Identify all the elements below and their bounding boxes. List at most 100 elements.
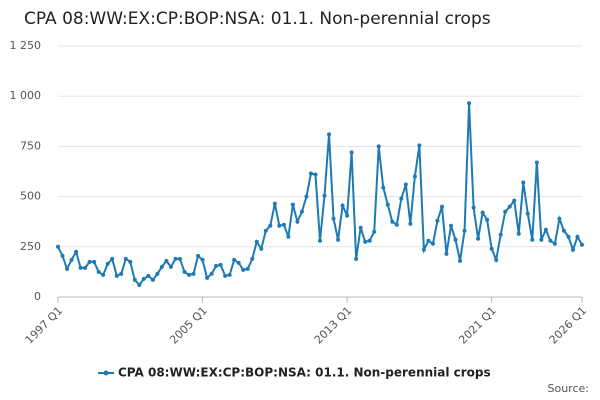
x-tick-label: 1997 Q1 <box>23 304 66 347</box>
point <box>435 218 440 223</box>
point <box>467 101 472 106</box>
chart-title: CPA 08:WW:EX:CP:BOP:NSA: 01.1. Non-peren… <box>24 9 491 29</box>
point <box>308 171 313 176</box>
point <box>164 258 169 263</box>
point <box>304 194 309 199</box>
point <box>552 241 557 246</box>
point <box>241 267 246 272</box>
y-tick-label: 1 000 <box>10 89 42 102</box>
point <box>570 247 575 252</box>
series-line <box>57 103 583 287</box>
point <box>345 213 350 218</box>
point <box>403 182 408 187</box>
y-tick-label: 750 <box>20 139 41 152</box>
point <box>381 185 386 190</box>
y-tick-label: 0 <box>34 290 41 303</box>
point <box>281 222 286 227</box>
point <box>376 144 381 149</box>
point <box>105 261 110 266</box>
point <box>512 198 517 203</box>
point <box>209 271 214 276</box>
point <box>74 249 79 254</box>
legend-label: CPA 08:WW:EX:CP:BOP:NSA: 01.1. Non-peren… <box>118 366 491 380</box>
point <box>69 257 74 262</box>
point <box>223 273 228 278</box>
point <box>299 209 304 214</box>
y-tick-label: 500 <box>20 190 41 203</box>
point <box>331 216 336 221</box>
point <box>137 282 142 287</box>
point <box>60 253 65 258</box>
point <box>187 272 191 277</box>
point <box>286 234 291 239</box>
point <box>110 256 115 261</box>
point <box>214 263 219 268</box>
point <box>196 253 201 258</box>
point <box>439 204 444 209</box>
point <box>336 237 341 242</box>
point <box>191 271 196 276</box>
point <box>295 219 300 224</box>
point <box>485 217 490 222</box>
point <box>385 202 390 207</box>
point <box>566 234 571 239</box>
point <box>277 223 282 228</box>
point <box>268 223 273 228</box>
point <box>399 196 404 201</box>
x-tick-label: 2026 Q1 <box>547 304 590 347</box>
point <box>205 275 210 280</box>
x-tick-label: 2005 Q1 <box>167 304 210 347</box>
point <box>200 257 205 262</box>
source: Source: <box>548 382 590 395</box>
point <box>462 228 467 233</box>
legend-marker <box>103 370 109 376</box>
x-tick-label: 2013 Q1 <box>312 304 355 347</box>
point <box>87 259 92 264</box>
point <box>471 205 476 210</box>
point <box>232 257 237 262</box>
point <box>412 174 417 179</box>
point <box>259 246 264 251</box>
point <box>227 272 232 277</box>
point <box>516 231 521 236</box>
point <box>327 132 332 137</box>
point <box>390 219 395 224</box>
point <box>159 264 164 269</box>
point <box>476 236 481 241</box>
point <box>557 216 562 221</box>
point <box>534 160 539 165</box>
point <box>141 276 146 281</box>
point <box>543 227 548 232</box>
point <box>92 259 97 264</box>
point <box>123 256 128 261</box>
point <box>408 221 413 226</box>
point <box>426 238 431 243</box>
point <box>155 271 160 276</box>
point <box>263 228 268 233</box>
point <box>561 228 566 233</box>
point <box>417 143 422 148</box>
point <box>182 269 187 274</box>
point <box>245 266 250 271</box>
point <box>114 273 119 278</box>
point <box>394 222 399 227</box>
point <box>453 237 458 242</box>
point <box>322 193 327 198</box>
point <box>580 242 584 247</box>
point <box>236 260 241 265</box>
point <box>101 272 106 277</box>
y-tick-label: 1 250 <box>10 39 42 52</box>
point <box>313 172 318 177</box>
point <box>521 180 526 185</box>
point <box>78 265 83 270</box>
point <box>96 269 101 274</box>
point <box>56 244 60 249</box>
point <box>507 204 512 209</box>
point <box>575 234 580 239</box>
point <box>119 271 124 276</box>
point <box>132 277 137 282</box>
point <box>354 256 359 261</box>
point <box>539 237 544 242</box>
point <box>421 247 426 252</box>
